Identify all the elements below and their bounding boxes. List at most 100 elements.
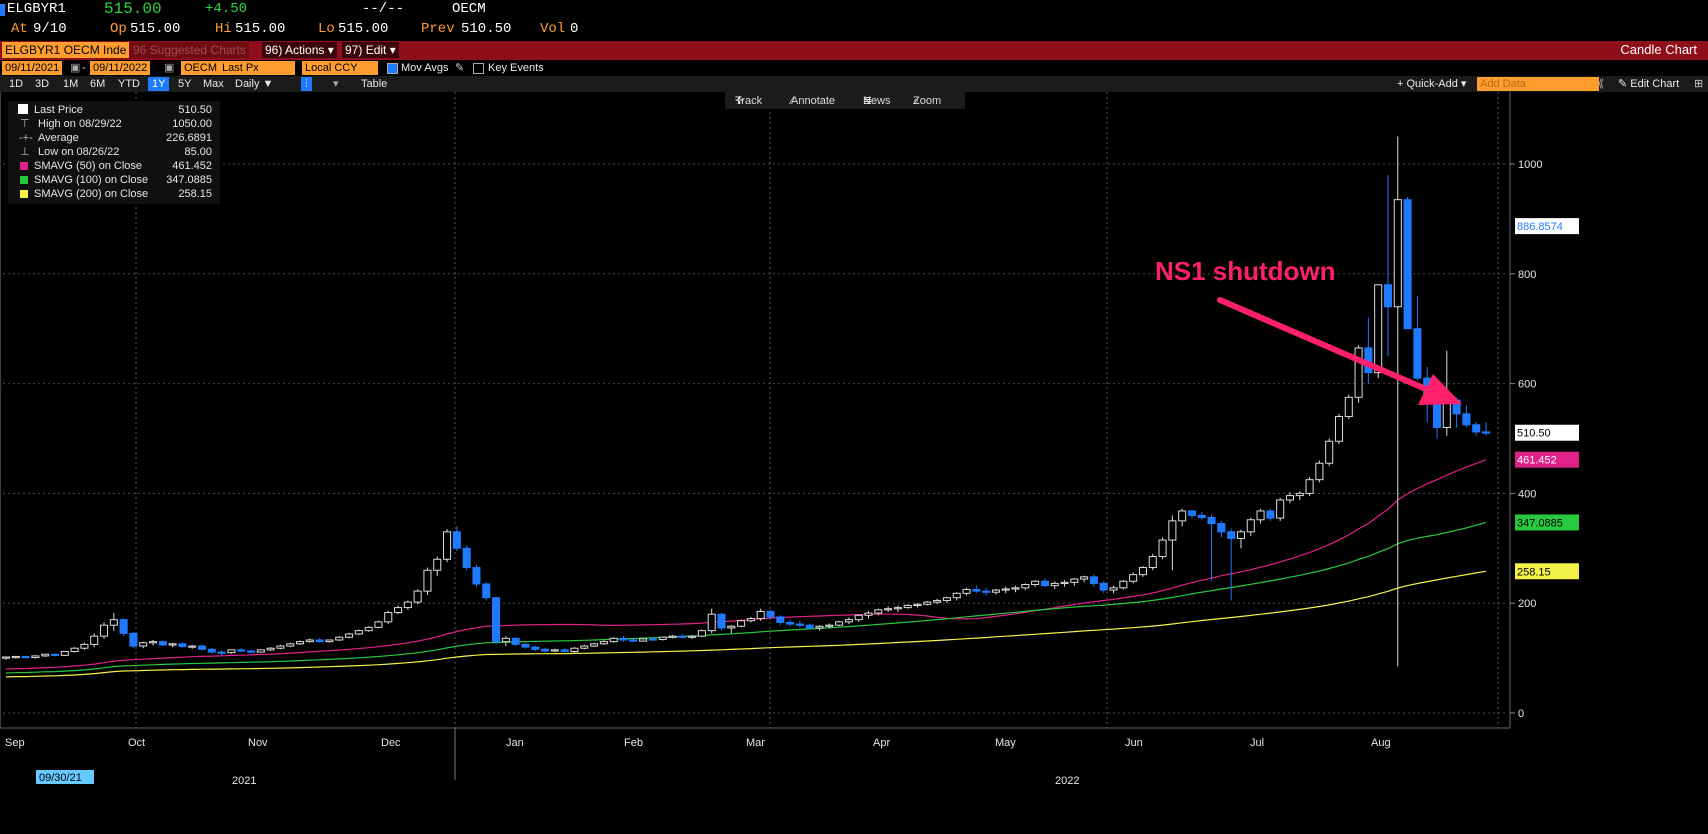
candle-up bbox=[756, 610, 765, 620]
ticker[interactable]: ELGBYR1 bbox=[7, 1, 66, 17]
candle-up bbox=[1393, 199, 1402, 308]
candle-up bbox=[335, 636, 344, 641]
chart-settings-icon[interactable]: ⊞ bbox=[1694, 78, 1704, 90]
prev-label: Prev bbox=[421, 21, 455, 37]
candle-up bbox=[1168, 520, 1177, 541]
legend-sma50[interactable]: SMAVG (50) on Close 461.452 bbox=[8, 159, 220, 173]
volume-value: 0 bbox=[570, 21, 579, 37]
candle-up bbox=[893, 607, 902, 610]
candle-up bbox=[1011, 587, 1020, 590]
period-max[interactable]: Max bbox=[203, 78, 224, 90]
calendar-icon[interactable]: ▣ bbox=[164, 62, 175, 74]
candle-down bbox=[1197, 514, 1206, 519]
period-1y[interactable]: 1Y bbox=[148, 77, 170, 91]
candle-up bbox=[550, 649, 559, 652]
candle-down bbox=[1187, 510, 1196, 516]
x-month-label: Jun bbox=[1125, 737, 1143, 749]
x-start-tag-bg bbox=[36, 770, 94, 784]
legend-value: 85.00 bbox=[184, 146, 212, 158]
candle-down bbox=[119, 619, 128, 634]
annotation[interactable]: NS1 shutdown bbox=[1155, 256, 1462, 405]
magnifier-icon: ⌕ bbox=[913, 95, 920, 107]
field-selector[interactable]: Last Px bbox=[219, 61, 295, 75]
news-icon: ≣ bbox=[863, 95, 873, 107]
legend-label: Low on 08/26/22 bbox=[38, 146, 120, 158]
annotation-arrow-shaft bbox=[1217, 297, 1431, 393]
x-month-label: Jan bbox=[506, 737, 524, 749]
legend-sma100[interactable]: SMAVG (100) on Close 347.0885 bbox=[8, 173, 220, 187]
candle-down bbox=[217, 651, 226, 654]
mov-avgs-label[interactable]: Mov Avgs bbox=[401, 62, 449, 74]
legend-label: SMAVG (200) on Close bbox=[34, 188, 149, 200]
sma200-line bbox=[5, 570, 1487, 678]
currency-selector[interactable]: Local CCY bbox=[302, 61, 378, 75]
x-month-label: Jul bbox=[1250, 737, 1264, 749]
candle-up bbox=[188, 645, 197, 648]
table-button[interactable]: Table bbox=[361, 78, 388, 90]
end-date-field[interactable]: 09/11/2022 bbox=[90, 61, 151, 75]
volume-label: Vol bbox=[540, 21, 566, 37]
candles bbox=[1, 136, 1491, 667]
candle-up bbox=[835, 621, 844, 626]
edit-menu[interactable]: 97) Edit ▾ bbox=[342, 42, 399, 58]
price-tag-bg bbox=[1515, 424, 1579, 441]
candle-up bbox=[423, 569, 432, 592]
period-1d[interactable]: 1D bbox=[9, 78, 24, 90]
edit-chart-button[interactable]: ✎ Edit Chart bbox=[1618, 77, 1679, 91]
period-3d[interactable]: 3D bbox=[35, 78, 50, 90]
candle-down bbox=[541, 648, 550, 652]
chart-style-icon[interactable]: ⫶ bbox=[301, 77, 312, 91]
add-data-input[interactable]: Add Data bbox=[1477, 77, 1599, 91]
candle-up bbox=[305, 639, 314, 643]
x-axis: Sep Oct Nov Dec Jan Feb Mar Apr May Jun Jul Aug 2021… bbox=[5, 728, 1391, 787]
legend-sma200[interactable]: SMAVG (200) on Close 258.15 bbox=[8, 187, 220, 201]
candle-up bbox=[864, 612, 873, 616]
candle-up bbox=[658, 636, 667, 640]
legend-last-price[interactable]: Last Price 510.50 bbox=[8, 103, 220, 117]
candle-up bbox=[590, 643, 599, 647]
candle-up bbox=[433, 558, 442, 571]
period-5y[interactable]: 5Y bbox=[178, 78, 192, 90]
candle-chart[interactable]: 0 200 400 600 800 1000 Sep Oct Nov Dec Jan Feb Mar A… bbox=[0, 92, 1708, 834]
quick-add-button[interactable]: + Quick-Add ▾ bbox=[1397, 78, 1467, 90]
chart-grid bbox=[0, 92, 1511, 729]
key-events-checkbox[interactable] bbox=[473, 63, 484, 74]
candle-up bbox=[952, 592, 961, 599]
actions-menu[interactable]: 96) Actions ▾ bbox=[262, 42, 337, 58]
candle-up bbox=[933, 599, 942, 603]
candle-up bbox=[599, 641, 608, 645]
x-month-label: Aug bbox=[1371, 737, 1391, 749]
candle-up bbox=[668, 635, 677, 638]
suggested-charts-button[interactable]: 96 Suggested Charts bbox=[130, 42, 249, 58]
candle-up bbox=[1236, 531, 1245, 539]
security-field[interactable]: ELGBYR1 OECM Inde bbox=[2, 42, 130, 58]
start-date-field[interactable]: 09/11/2021 bbox=[2, 61, 63, 75]
frequency-selector[interactable]: Daily ▼ bbox=[235, 78, 274, 90]
candle-down bbox=[1099, 582, 1108, 591]
x-month-label: Oct bbox=[128, 737, 145, 749]
candle-down bbox=[472, 567, 481, 585]
high-marker-icon: ⊤ bbox=[20, 118, 30, 130]
candle-down bbox=[1462, 413, 1471, 426]
candle-up bbox=[1070, 578, 1079, 583]
candle-down bbox=[766, 610, 775, 618]
collapse-icon[interactable]: ⟪ bbox=[1598, 78, 1605, 90]
period-6m[interactable]: 6M bbox=[90, 78, 106, 90]
legend-label: SMAVG (100) on Close bbox=[34, 174, 149, 186]
zoom-label: Zoom bbox=[913, 95, 942, 107]
candle-down bbox=[982, 590, 991, 593]
dropdown-arrow-icon[interactable]: ▾ bbox=[333, 78, 339, 90]
candle-up bbox=[109, 619, 118, 626]
pencil-icon[interactable]: ✎ bbox=[455, 62, 465, 74]
source-field[interactable]: OECM bbox=[181, 61, 220, 75]
candle-up bbox=[139, 642, 148, 647]
period-ytd[interactable]: YTD bbox=[118, 78, 140, 90]
candle-down bbox=[776, 616, 785, 623]
mov-avgs-checkbox[interactable] bbox=[387, 63, 398, 74]
key-events-label[interactable]: Key Events bbox=[488, 62, 544, 74]
period-1m[interactable]: 1M bbox=[63, 78, 79, 90]
pencil-icon: ✎ bbox=[1618, 78, 1628, 90]
y-tick-label: 200 bbox=[1518, 598, 1536, 610]
calendar-icon[interactable]: ▣ bbox=[70, 62, 81, 74]
at-value: 9/10 bbox=[33, 21, 67, 37]
